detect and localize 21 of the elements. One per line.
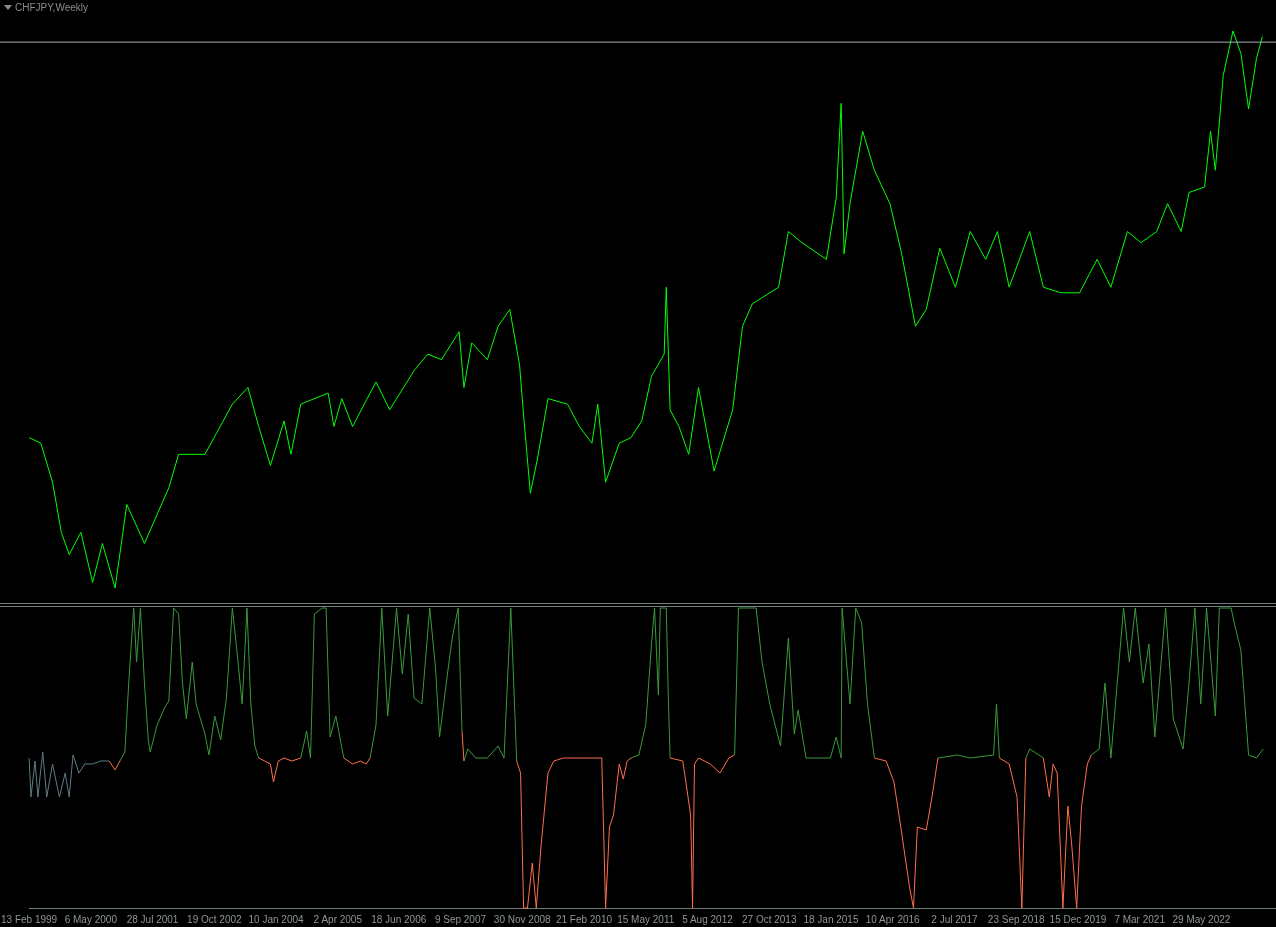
x-tick-label: 13 Feb 1999 — [0, 913, 58, 925]
x-tick-label: 21 Feb 2010 — [555, 913, 613, 925]
x-tick-label: 2 Apr 2005 — [313, 913, 363, 925]
x-tick-label: 23 Sep 2018 — [987, 913, 1045, 925]
x-tick-label: 10 Apr 2016 — [865, 913, 921, 925]
chart-title: CHFJPY,Weekly — [15, 1, 88, 14]
x-tick-label: 9 Sep 2007 — [434, 913, 487, 925]
x-tick-label: 29 May 2022 — [1172, 913, 1231, 925]
x-tick-label: 10 Jan 2004 — [248, 913, 305, 925]
x-tick-label: 18 Jan 2015 — [803, 913, 859, 925]
x-tick-label: 7 Mar 2021 — [1114, 913, 1166, 925]
x-tick-label: 15 May 2011 — [617, 913, 675, 925]
x-tick-label: 19 Oct 2002 — [187, 913, 242, 925]
x-tick-label: 5 Aug 2012 — [682, 913, 734, 925]
x-tick-label: 6 May 2000 — [64, 913, 118, 925]
x-tick-label: 27 Oct 2013 — [741, 913, 797, 925]
x-tick-label: 2 Jul 2017 — [931, 913, 978, 925]
x-tick-label: 15 Dec 2019 — [1049, 913, 1107, 925]
x-tick-label: 28 Jul 2001 — [126, 913, 179, 925]
x-tick-label: 18 Jun 2006 — [371, 913, 427, 925]
x-tick-label: 30 Nov 2008 — [493, 913, 552, 925]
